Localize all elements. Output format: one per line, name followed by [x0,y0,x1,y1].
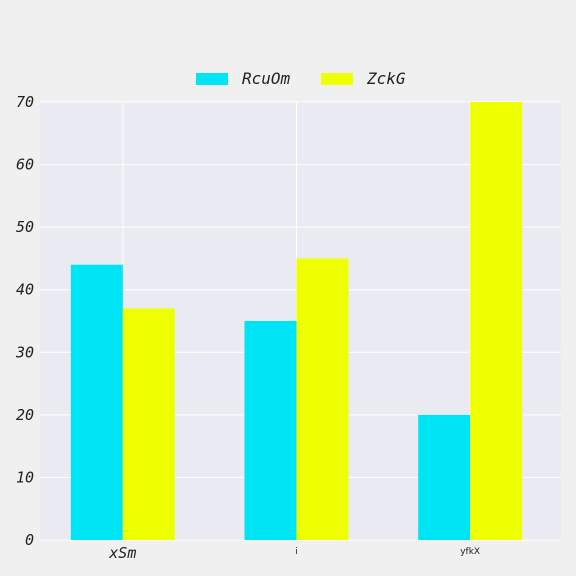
y-tick-label: 30 [15,343,34,361]
bar-ZckG-xSm [122,308,175,540]
y-axis: 0 10 20 30 40 50 60 70 [15,93,34,549]
y-tick-label: 70 [16,93,34,111]
y-tick-label: 50 [16,218,34,236]
bar-RcuOm-yfkX [418,414,471,540]
bar-RcuOm-xSm [70,264,123,540]
y-tick-label: 20 [16,406,34,424]
x-tick-label: i [295,547,298,557]
y-tick-label: 60 [16,156,34,174]
legend-swatch-ZckG [321,73,353,85]
legend-label: RcuOm [242,69,291,88]
legend-swatch-RcuOm [196,73,228,85]
y-tick-label: 0 [25,531,34,549]
bars [70,102,523,540]
y-tick-label: 10 [16,468,34,486]
x-tick-label: xSm [108,544,136,562]
legend-label: ZckG [366,69,406,88]
bar-ZckG-yfkX [470,102,523,540]
legend: RcuOm ZckG [196,69,406,88]
x-axis: xSm i yfkX [108,544,480,562]
bar-ZckG-i [296,258,349,540]
y-tick-label: 40 [16,281,34,299]
x-tick-label: yfkX [460,547,480,557]
bar-RcuOm-i [244,321,297,540]
